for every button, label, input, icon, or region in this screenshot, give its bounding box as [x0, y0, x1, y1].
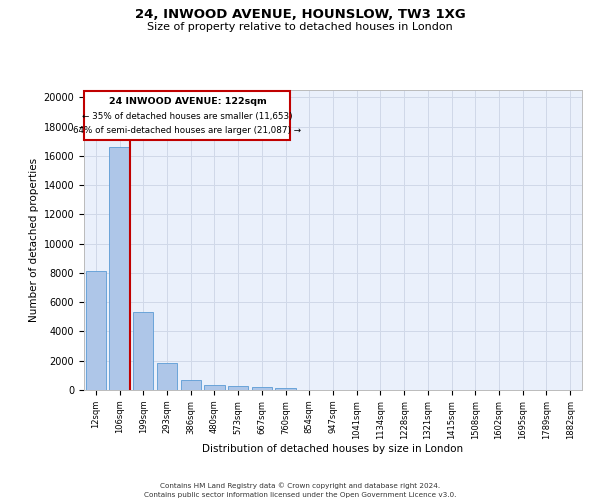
Text: 64% of semi-detached houses are larger (21,087) →: 64% of semi-detached houses are larger (… [73, 126, 301, 136]
Bar [275, 388, 296, 390]
X-axis label: Distribution of detached houses by size in London: Distribution of detached houses by size … [202, 444, 464, 454]
Y-axis label: Number of detached properties: Number of detached properties [29, 158, 40, 322]
Bar [228, 386, 248, 390]
FancyBboxPatch shape [85, 90, 290, 140]
Text: 24, INWOOD AVENUE, HOUNSLOW, TW3 1XG: 24, INWOOD AVENUE, HOUNSLOW, TW3 1XG [134, 8, 466, 20]
Bar [252, 387, 272, 390]
Text: 24 INWOOD AVENUE: 122sqm: 24 INWOOD AVENUE: 122sqm [109, 97, 266, 106]
Text: Contains HM Land Registry data © Crown copyright and database right 2024.
Contai: Contains HM Land Registry data © Crown c… [144, 482, 456, 498]
Bar [181, 380, 201, 390]
Bar [86, 272, 106, 390]
Bar [109, 147, 130, 390]
Bar [133, 312, 154, 390]
Bar [205, 385, 224, 390]
Bar [157, 363, 177, 390]
Text: ← 35% of detached houses are smaller (11,653): ← 35% of detached houses are smaller (11… [82, 112, 293, 121]
Text: Size of property relative to detached houses in London: Size of property relative to detached ho… [147, 22, 453, 32]
